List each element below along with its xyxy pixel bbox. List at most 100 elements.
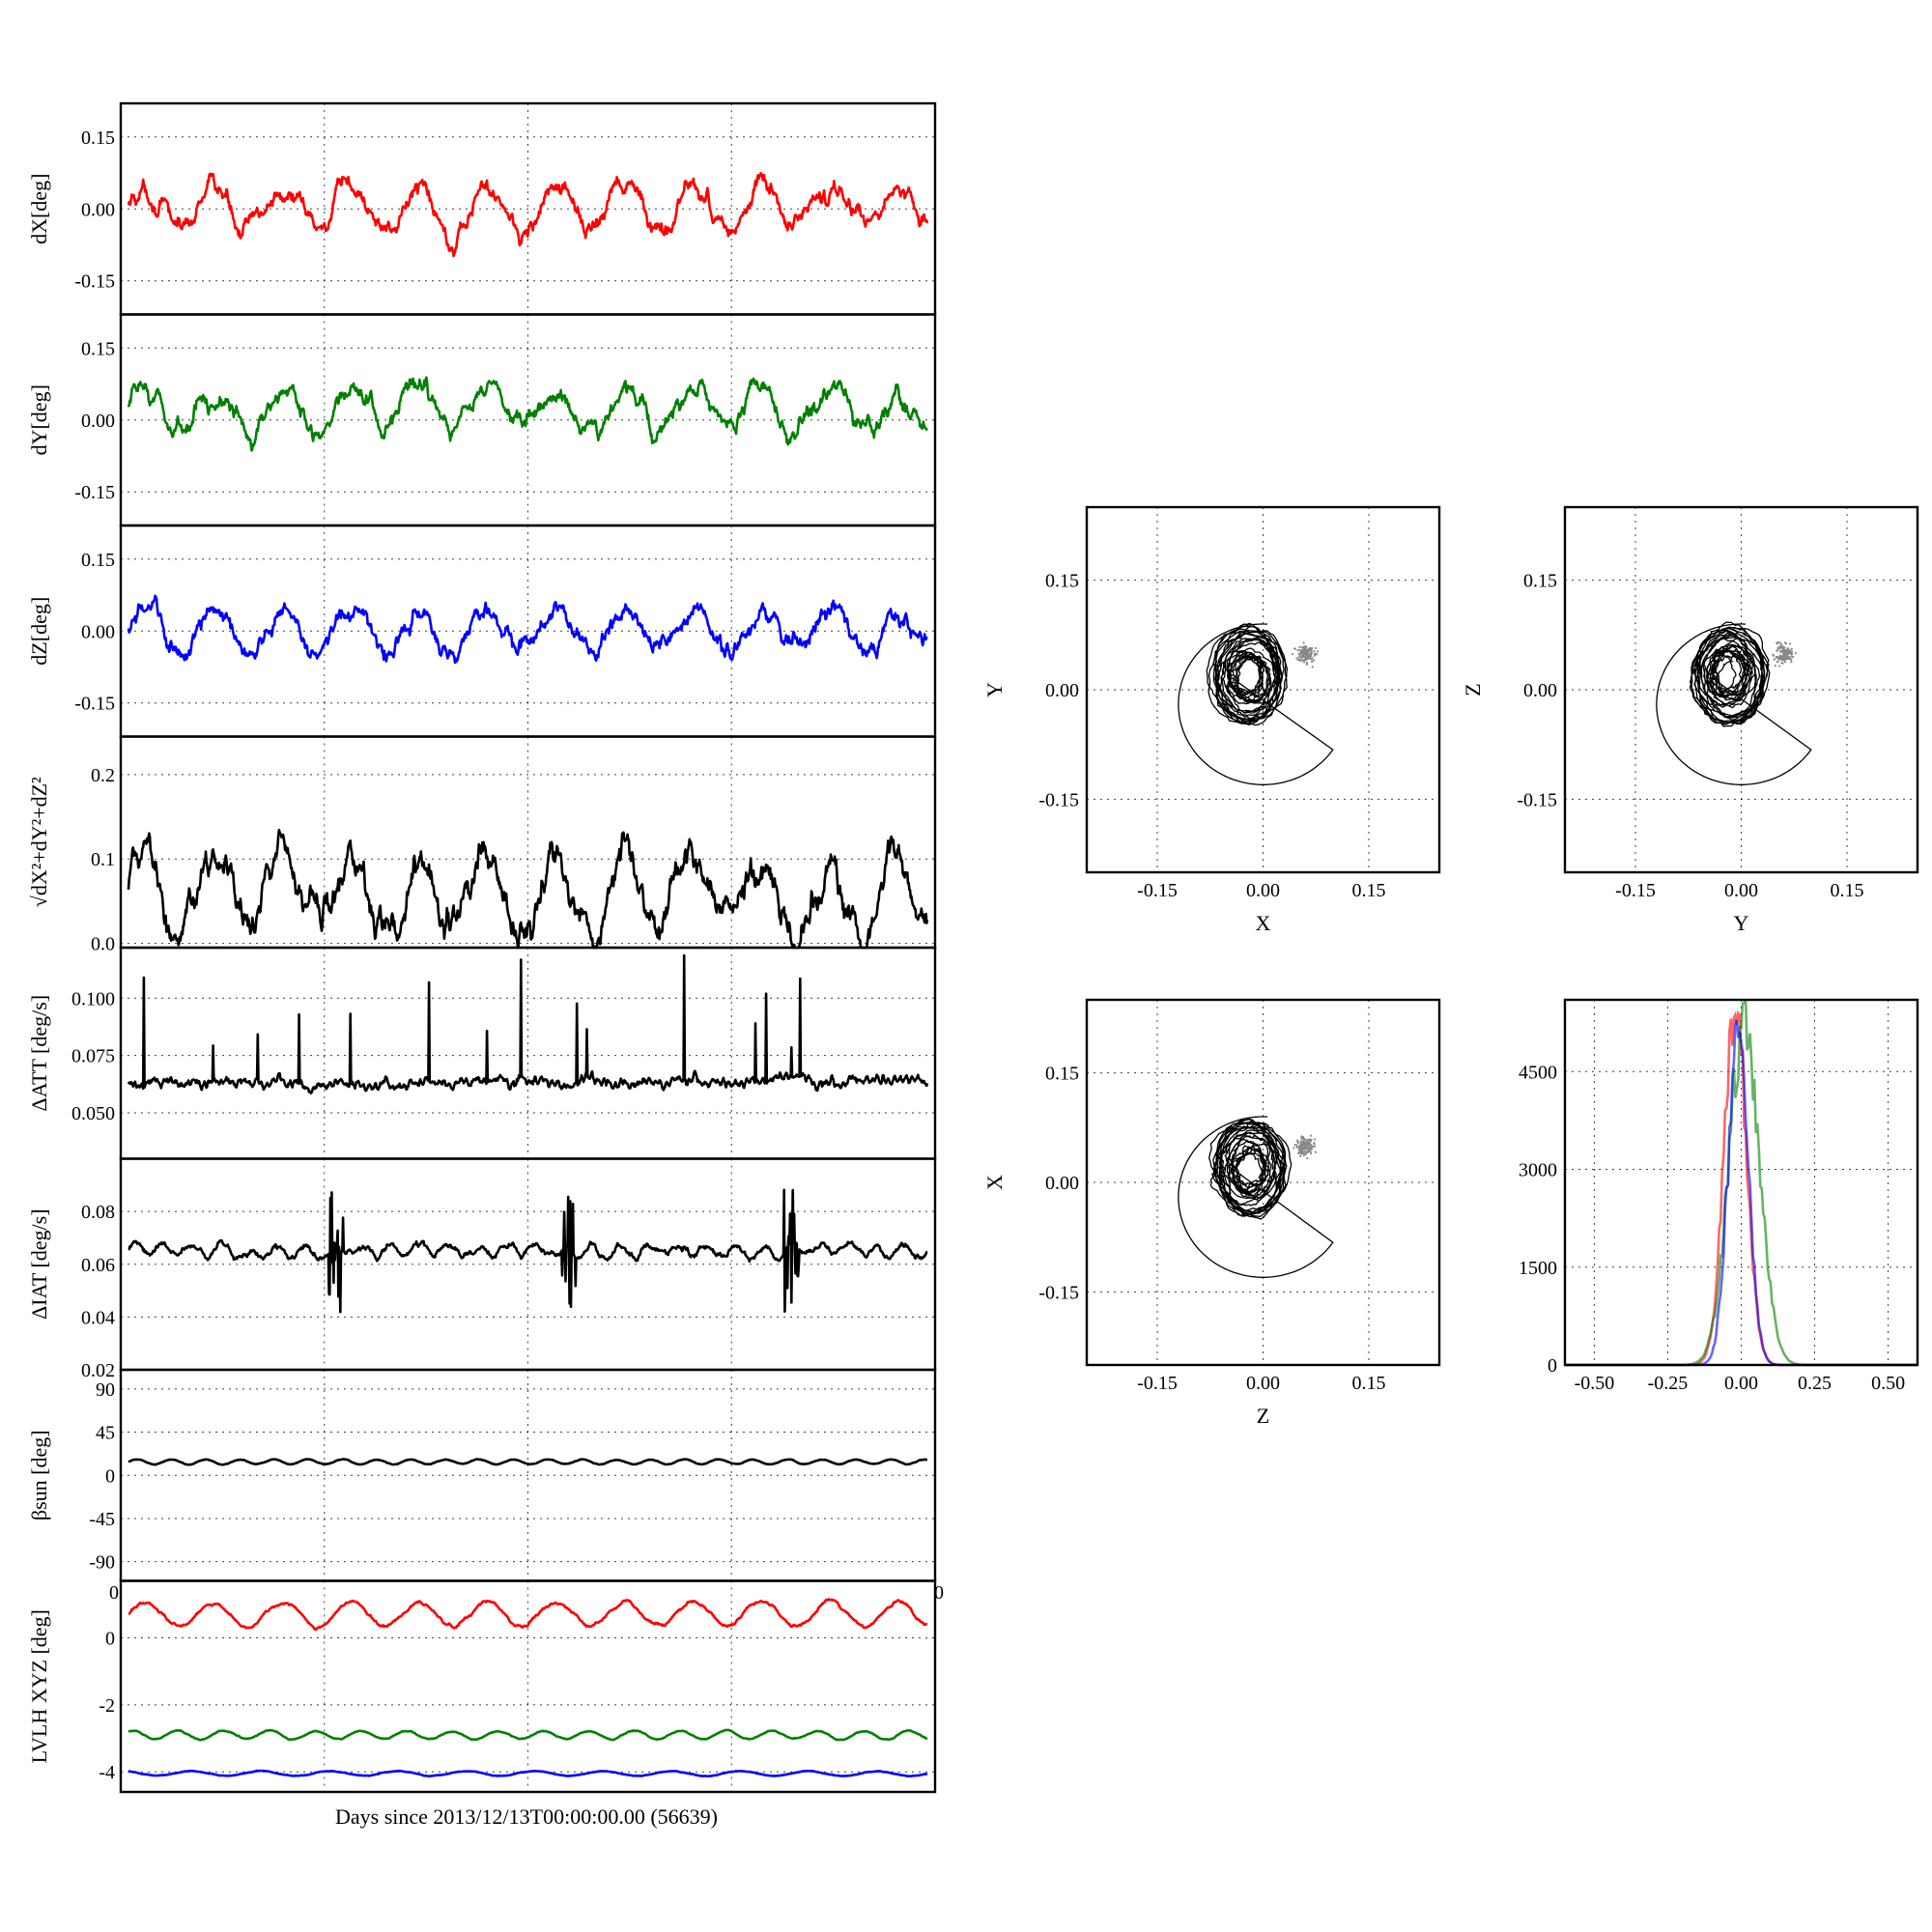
y-tick-label: 0 [1548, 1355, 1557, 1377]
bottom-x-axis-label: Days since 2013/12/13T00:00:00.00 (56639… [335, 1804, 718, 1829]
scatter-cloud-xy [1292, 641, 1320, 668]
scatter-point [1787, 649, 1790, 652]
x-tick-label: 0.00 [1246, 880, 1280, 901]
scatter-point [1309, 1151, 1312, 1153]
scatter-point [1313, 650, 1316, 653]
y-tick-label: 0.00 [81, 621, 115, 642]
y-tick-label: 0.00 [81, 411, 115, 432]
scatter-point [1300, 650, 1303, 654]
scatter-point [1780, 662, 1783, 665]
y-axis-label-datt: ΔATT [deg/s] [27, 995, 51, 1112]
y-tick-label: -0.15 [74, 271, 115, 293]
y-axis-label-beta: βsun [deg] [27, 1430, 51, 1520]
x-tick-label: -0.50 [1575, 1373, 1615, 1394]
scatter-point [1298, 645, 1301, 648]
scatter-point [1788, 657, 1791, 661]
scatter-point [1298, 1151, 1301, 1154]
scatter-point [1309, 1151, 1313, 1155]
scatter-point [1303, 1139, 1306, 1142]
scatter-point [1302, 656, 1305, 659]
scatter-point [1774, 658, 1776, 661]
y-tick-label: 0.00 [1045, 1173, 1079, 1194]
scatter-point [1308, 1146, 1311, 1149]
scatter-point [1783, 653, 1786, 657]
y-tick-label: -45 [89, 1509, 115, 1530]
scatter-point [1790, 647, 1793, 650]
scatter-point [1300, 646, 1303, 649]
scatter-point [1303, 1146, 1306, 1149]
scatter-point [1300, 1140, 1303, 1143]
scatter-point [1296, 658, 1299, 662]
x-axis-label-zx: Z [1257, 1404, 1269, 1428]
scatter-point [1790, 653, 1793, 656]
scatter-point [1305, 656, 1308, 659]
scatter-point [1303, 1150, 1306, 1153]
scatter-point [1306, 1150, 1309, 1152]
y-tick-label: 90 [96, 1379, 115, 1401]
x-tick-label: 0.15 [1352, 880, 1386, 901]
scatter-point [1295, 1146, 1298, 1149]
x-tick-label: -0.15 [1137, 1373, 1178, 1394]
y-axis-label-dx: dX[deg] [27, 174, 51, 244]
scatter-point [1784, 658, 1787, 661]
scatter-point [1305, 663, 1308, 667]
scatter-point [1305, 1145, 1308, 1148]
scatter-point [1306, 662, 1309, 665]
y-tick-label: 0.00 [1045, 680, 1079, 701]
scatter-point [1776, 649, 1778, 653]
scatter-point [1783, 641, 1786, 644]
y-tick-label: 0 [105, 1465, 115, 1487]
scatter-point [1302, 1144, 1306, 1147]
y-tick-label: -0.15 [74, 694, 115, 715]
scatter-point [1794, 652, 1798, 655]
y-tick-label: 0.15 [1045, 1064, 1079, 1085]
scatter-point [1301, 1141, 1305, 1144]
x-tick-label: -0.15 [1615, 880, 1656, 901]
scatter-point [1781, 645, 1784, 649]
scatter-point [1778, 658, 1781, 661]
y-tick-label: 0.075 [71, 1046, 115, 1067]
y-axis-label-lvlh: LVLH XYZ [deg] [27, 1609, 51, 1763]
scatter-point [1306, 652, 1309, 655]
series-line-dz-0 [127, 594, 928, 665]
scatter-point [1301, 1137, 1304, 1140]
y-tick-label: 3000 [1519, 1160, 1557, 1181]
scatter-point [1790, 658, 1793, 662]
y-tick-label: 0.00 [81, 199, 115, 220]
scatter-trajectory-yz [1656, 621, 1812, 785]
y-tick-label: 0.02 [81, 1360, 115, 1381]
x-tick-label: 0.50 [1871, 1373, 1905, 1394]
y-tick-label: 0.06 [81, 1255, 115, 1276]
scatter-point [1780, 642, 1783, 645]
series-line-beta-0 [128, 1458, 928, 1466]
y-axis-label-yz: Z [1461, 683, 1485, 696]
y-tick-label: 0.15 [81, 128, 115, 149]
x-axis-label-yz: Y [1734, 911, 1749, 935]
scatter-point [1310, 1138, 1313, 1141]
series-line-dx-0 [127, 171, 929, 258]
scatter-point [1310, 1144, 1313, 1147]
scatter-point [1299, 656, 1303, 660]
y-axis-label-xy: Y [982, 682, 1007, 697]
series-line-lvlh-0 [128, 1598, 928, 1632]
scatter-point [1298, 654, 1301, 657]
scatter-point [1314, 1151, 1318, 1153]
scatter-point [1790, 661, 1793, 664]
scatter-trajectory-zx [1178, 1116, 1334, 1278]
y-axis-label-zx: X [982, 1175, 1007, 1190]
y-axis-label-dz: dZ[deg] [27, 597, 51, 666]
x-axis-label-xy: X [1256, 911, 1271, 935]
y-tick-label: -0.15 [74, 482, 115, 503]
scatter-point [1313, 1142, 1316, 1145]
scatter-point [1311, 646, 1314, 650]
scatter-point [1293, 647, 1296, 650]
scatter-point [1309, 648, 1312, 651]
scatter-point [1776, 660, 1779, 663]
scatter-point [1302, 647, 1305, 650]
series-line-mag-0 [127, 829, 929, 950]
panel-frame-datt [119, 946, 937, 1160]
y-tick-label: -0.15 [1517, 789, 1557, 810]
y-tick-label: 0.1 [91, 849, 115, 870]
y-tick-label: 45 [96, 1423, 115, 1444]
